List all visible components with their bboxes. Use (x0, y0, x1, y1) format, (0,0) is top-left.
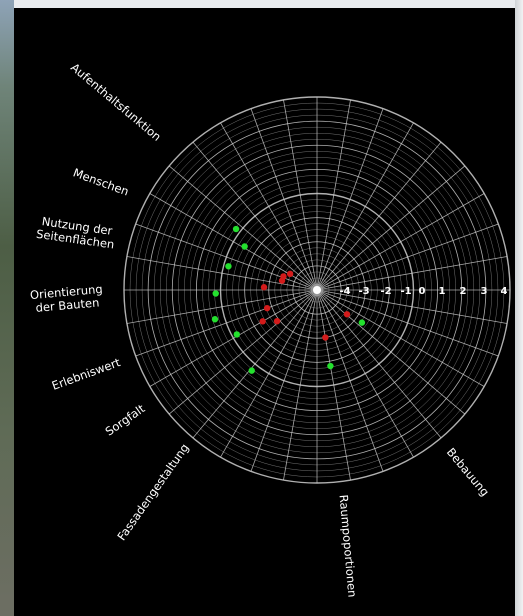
grid-spoke (192, 141, 318, 291)
radial-tick-label: 4 (501, 286, 508, 297)
grid-spoke (168, 165, 318, 291)
grid-spoke (316, 289, 485, 387)
grid-spoke (316, 256, 508, 291)
radial-tick-label: 2 (460, 286, 467, 297)
chart-center (313, 286, 321, 294)
grid-spoke (192, 289, 318, 439)
grid-spoke (126, 289, 318, 324)
grid-spoke (135, 223, 318, 291)
grid-spoke (126, 256, 318, 291)
chart-panel: -4 -3 -2 -1 0 1 2 3 4 Aufenthaltsfunktion Menschen… (14, 8, 515, 616)
grid-spoke (316, 108, 384, 291)
axis-label: Aufenthaltsfunktion (68, 60, 164, 144)
radial-tick-label: 0 (419, 286, 426, 297)
axis-label: Sorgfalt (103, 401, 148, 439)
data-point-red (286, 270, 294, 278)
grid-spoke (283, 289, 318, 481)
data-point-red (322, 334, 329, 341)
data-point-red (273, 317, 281, 325)
grid-spoke (316, 289, 351, 481)
grid-spoke (220, 289, 318, 458)
data-point-red (278, 277, 286, 284)
grid-spoke (316, 122, 414, 291)
background-photo-strip (0, 0, 14, 616)
grid-spoke (283, 99, 318, 291)
data-point-red (260, 284, 268, 291)
data-point-green (358, 319, 366, 326)
grid-spoke (316, 99, 351, 291)
axis-label: Erlebniswert (50, 355, 123, 393)
axis-label: Nutzung derSeitenflächen (35, 214, 117, 252)
radial-tick-label: -1 (400, 286, 411, 297)
grid-spoke (316, 193, 485, 291)
data-point-green (232, 225, 240, 233)
page-edge-strip (515, 0, 523, 616)
grid-spoke (316, 223, 499, 291)
axis-label: Menschen (71, 165, 131, 198)
data-point-green (233, 331, 241, 338)
data-point-red (259, 318, 266, 325)
axis-label: Fassadengestaltung (114, 441, 191, 543)
grid-spoke (316, 289, 442, 439)
data-point-red (263, 304, 271, 312)
grid-spoke (316, 289, 466, 415)
grid-spoke (316, 289, 414, 458)
radial-tick-label: 3 (481, 286, 488, 297)
data-point-red (343, 311, 351, 318)
radial-tick-label: -2 (380, 286, 391, 297)
data-point-green (211, 316, 219, 323)
radial-tick-label: 1 (439, 286, 446, 297)
grid-spoke (316, 165, 466, 291)
grid-spoke (316, 289, 384, 472)
grid-spoke (250, 108, 318, 291)
axis-label: Orientierungder Bauten (29, 282, 104, 315)
axis-label: Bebauung (444, 445, 492, 499)
grid-spoke (220, 122, 318, 291)
radial-tick-label: -3 (358, 286, 369, 297)
grid-spoke (168, 289, 318, 415)
polar-chart: -4 -3 -2 -1 0 1 2 3 4 Aufenthaltsfunktion Menschen… (29, 60, 511, 598)
data-point-green (241, 243, 248, 250)
grid-spoke (149, 289, 318, 387)
grid-spoke (316, 289, 508, 324)
axis-label: Raumpoportionen (337, 494, 360, 598)
grid-spoke (135, 289, 318, 357)
data-point-green (212, 290, 219, 297)
grid-spoke (316, 141, 442, 291)
data-point-green (327, 362, 334, 370)
radial-tick-label: -4 (339, 286, 350, 297)
grid-spoke (316, 289, 499, 357)
grid-spoke (250, 289, 318, 472)
data-point-green (248, 367, 255, 374)
data-point-green (225, 263, 232, 270)
